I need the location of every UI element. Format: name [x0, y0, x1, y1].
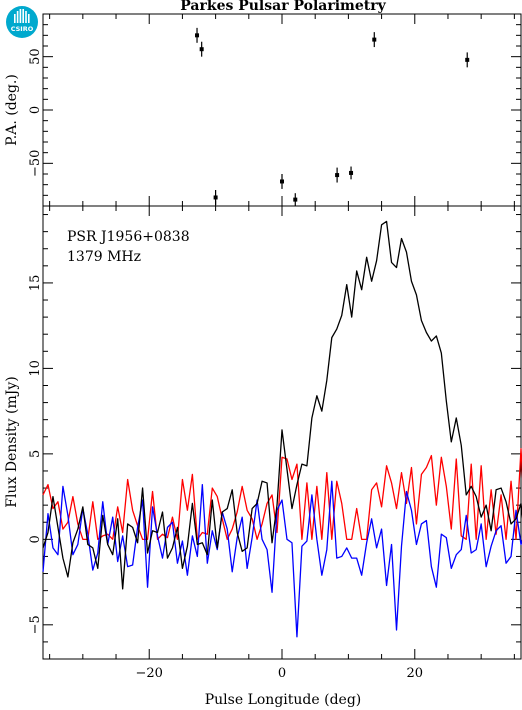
pa-point	[199, 41, 204, 57]
total-intensity-line	[42, 220, 522, 590]
pa-ticks: −50 0 50	[28, 14, 521, 206]
flux-ytick-label: −5	[28, 615, 43, 634]
circular-polarization-line	[42, 480, 522, 638]
pa-point	[349, 166, 354, 180]
pa-ylabel: P.A. (deg.)	[4, 74, 20, 146]
pa-points	[195, 27, 470, 206]
flux-xtick-label: 0	[278, 666, 286, 681]
flux-xtick-label: −20	[136, 666, 163, 681]
pa-ytick-label: 50	[28, 48, 43, 65]
flux-ytick-label: 10	[28, 360, 43, 377]
flux-ylabel: Flux Density (mJy)	[4, 376, 20, 507]
flux-ticks: −20 0 20 −5 0 5 10 15	[28, 206, 521, 681]
pa-point	[465, 52, 470, 68]
pa-point	[213, 190, 218, 205]
flux-series	[42, 220, 522, 638]
pa-marker	[280, 179, 284, 184]
csiro-logo-bars-icon	[14, 9, 30, 23]
pa-marker	[293, 197, 298, 202]
flux-xtick-label: 20	[407, 666, 424, 681]
pulsar-name-label: PSR J1956+0838	[67, 229, 190, 245]
pa-marker	[349, 170, 354, 175]
csiro-logo-text: CSIRO	[11, 25, 34, 33]
flux-ytick-label: 15	[28, 275, 43, 292]
frequency-label: 1379 MHz	[67, 249, 141, 265]
linear-polarization-line	[42, 448, 522, 540]
pa-marker	[335, 173, 340, 178]
pa-marker	[195, 33, 200, 38]
flux-ytick-label: 0	[28, 535, 43, 543]
pa-ytick-label: −50	[28, 150, 43, 177]
pa-point	[293, 193, 298, 206]
csiro-logo-disc	[6, 6, 38, 38]
csiro-logo: CSIRO	[6, 6, 38, 38]
pa-point	[195, 27, 200, 43]
pa-marker	[465, 57, 470, 62]
pa-point	[335, 167, 340, 183]
pa-ytick-label: 0	[28, 106, 43, 114]
flux-ytick-label: 5	[28, 450, 43, 458]
flux-xlabel: Pulse Longitude (deg)	[205, 692, 362, 708]
pa-chart-title: Parkes Pulsar Polarimetry	[180, 0, 386, 14]
pa-point	[372, 32, 377, 48]
pa-point	[280, 174, 284, 189]
pa-marker	[213, 195, 218, 200]
pa-marker	[372, 37, 377, 42]
pa-marker	[199, 47, 204, 52]
